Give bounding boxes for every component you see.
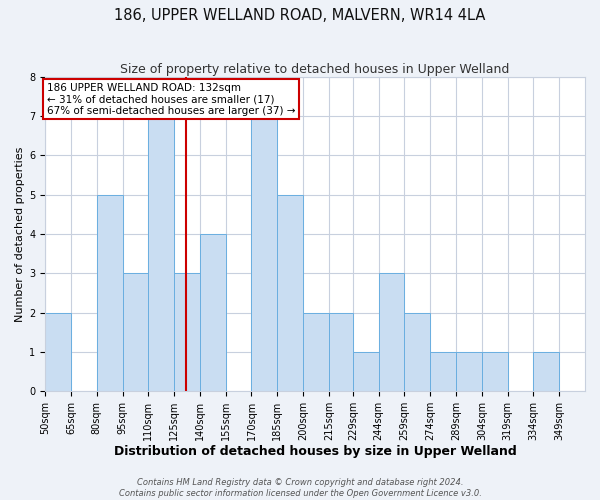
Bar	[404, 312, 430, 391]
Bar	[329, 312, 353, 391]
Bar	[533, 352, 559, 391]
X-axis label: Distribution of detached houses by size in Upper Welland: Distribution of detached houses by size …	[113, 444, 517, 458]
Bar	[200, 234, 226, 391]
Text: 186, UPPER WELLAND ROAD, MALVERN, WR14 4LA: 186, UPPER WELLAND ROAD, MALVERN, WR14 4…	[115, 8, 485, 22]
Bar	[456, 352, 482, 391]
Bar	[174, 274, 200, 391]
Text: 186 UPPER WELLAND ROAD: 132sqm
← 31% of detached houses are smaller (17)
67% of : 186 UPPER WELLAND ROAD: 132sqm ← 31% of …	[47, 82, 295, 116]
Bar	[379, 274, 404, 391]
Bar	[148, 116, 174, 391]
Bar	[430, 352, 456, 391]
Y-axis label: Number of detached properties: Number of detached properties	[15, 146, 25, 322]
Bar	[97, 194, 122, 391]
Bar	[482, 352, 508, 391]
Bar	[45, 312, 71, 391]
Bar	[251, 116, 277, 391]
Text: Contains HM Land Registry data © Crown copyright and database right 2024.
Contai: Contains HM Land Registry data © Crown c…	[119, 478, 481, 498]
Title: Size of property relative to detached houses in Upper Welland: Size of property relative to detached ho…	[121, 62, 510, 76]
Bar	[277, 194, 303, 391]
Bar	[353, 352, 379, 391]
Bar	[303, 312, 329, 391]
Bar	[122, 274, 148, 391]
